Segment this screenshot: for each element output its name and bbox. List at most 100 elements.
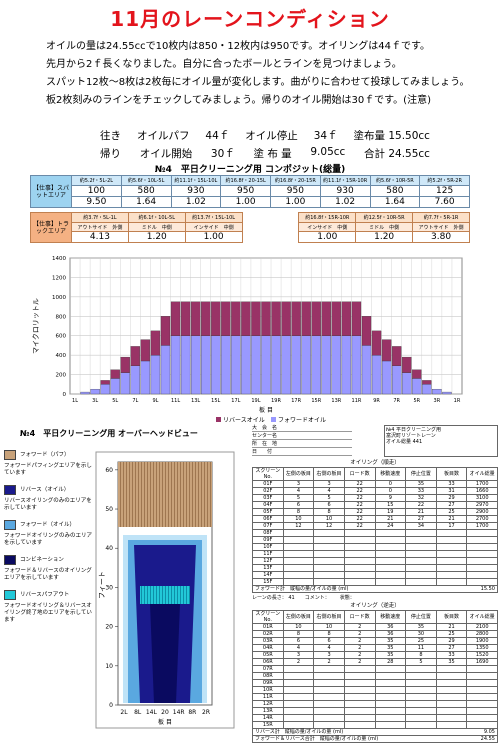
cell (405, 665, 437, 673)
cell (313, 700, 345, 708)
column-header: スクリーン No. (252, 610, 284, 624)
cell (435, 693, 468, 701)
bar (251, 301, 261, 336)
cell (343, 672, 376, 680)
cell (343, 571, 376, 579)
cell: 35 (374, 637, 407, 645)
cell: 8 (282, 508, 315, 516)
cell (343, 707, 376, 715)
table-row: 07F 12 12 22 24 34 17 1700 (252, 522, 498, 530)
cell (282, 707, 315, 715)
cell (282, 714, 315, 722)
cell (435, 529, 468, 537)
total-label: フォワード＆リバース合計 縦幅の量/オイルの量 (ml) (255, 736, 379, 742)
cell: 09F (252, 536, 284, 544)
legend-label: コンビネーション (20, 556, 64, 563)
cell: 04R (252, 644, 284, 652)
cell: 29 (435, 637, 468, 645)
cell (405, 714, 437, 722)
table-row: 4.13 1.20 1.00 1.00 1.20 3.80 (31, 231, 470, 243)
cell (435, 578, 468, 586)
cell: 1900 (466, 637, 498, 645)
record-header: 大 会 名センター名所 在 地日 付 №4 平日クリーニング用 富沢町リゾートレーン… (252, 425, 498, 457)
cell: 27 (435, 501, 468, 509)
cell (374, 721, 407, 729)
x-tick-label: 11R (352, 398, 362, 404)
cell: 22 (343, 487, 376, 495)
bar (291, 301, 301, 336)
cell (343, 550, 376, 558)
cell: 02R (252, 630, 284, 638)
field-label: 大 会 名 (252, 425, 352, 432)
cell (282, 686, 315, 694)
column-header: オイル総量 (466, 467, 498, 481)
cell (405, 536, 437, 544)
cell: 15R (252, 721, 284, 729)
cell: 01R (252, 623, 284, 631)
cell: 02F (252, 487, 284, 495)
legend-desc: フォワードオイリング＆リバースオイリング終了地のエリアを示しています (4, 603, 92, 623)
paragraph: スパット12枚～8枚は2枚毎にオイル量が変化します。曲がりに合わせて投球してみま… (46, 77, 470, 88)
cell: 21 (435, 515, 468, 523)
cell: 1700 (466, 522, 498, 530)
cell: 1520 (466, 651, 498, 659)
bar (190, 301, 201, 336)
overhead-legend: フォワード（パフ） フォワードパフィングエリアを示しています リバース（オイル） リバ… (4, 450, 92, 632)
cell: 25 (435, 508, 468, 516)
setting-item: 44ｆ (205, 130, 230, 142)
cell (313, 536, 345, 544)
cell: 1.00 (270, 196, 321, 208)
cell (466, 571, 498, 579)
cell: 30 (405, 630, 437, 638)
column-header: 停止位置 (405, 610, 437, 624)
cell (282, 536, 315, 544)
x-tick-label: 14L (146, 709, 158, 716)
x-tick-label: 13L (191, 398, 200, 404)
legend-swatch (4, 590, 16, 600)
cell: 36 (374, 630, 407, 638)
bar (201, 301, 211, 336)
cell: 22 (343, 501, 376, 509)
bar (381, 360, 392, 395)
y-tick-label: 400 (56, 353, 67, 359)
setting-line: 往き オイルパフ 44ｆ オイル停止 34ｆ 塗布量 15.50cc (100, 128, 430, 143)
gap (242, 213, 299, 243)
column-header: 約16.8f・20-15R (270, 175, 321, 186)
bar (402, 356, 412, 373)
bar (221, 301, 231, 336)
cell: 33 (435, 480, 468, 488)
section-heading: オイリング（逆走） (350, 603, 400, 609)
y-tick-label: 10 (105, 663, 113, 670)
cell (343, 564, 376, 572)
bar (271, 301, 281, 336)
x-tick-label: 9R (373, 398, 380, 404)
paragraph: 先月から2ｆ長くなりました。自分に合ったボールとラインを見つけましょう。 (46, 59, 402, 70)
column-header: 約5.2f・5R-2R (419, 175, 470, 186)
cell: 約16.8f・15R-10R (298, 212, 357, 223)
cell (313, 564, 345, 572)
cell: 3 (313, 480, 345, 488)
cell: 2970 (466, 501, 498, 509)
field-label: センター名 (252, 433, 352, 440)
cell: 07R (252, 665, 284, 673)
table-row: 03F 5 5 22 9 32 29 3100 (252, 494, 498, 502)
cell (374, 564, 407, 572)
cell: 1690 (466, 658, 498, 666)
cell (313, 672, 345, 680)
cell (282, 672, 315, 680)
cell: 10F (252, 543, 284, 551)
legend-item: フォワード（オイル） フォワードオイリングのみのエリアを示しています (4, 520, 92, 547)
bar (391, 346, 402, 366)
cell: 0 (374, 487, 407, 495)
column-header: 約5.6f・10R-5R (369, 175, 421, 186)
cell: 6 (282, 637, 315, 645)
cell: 2 (343, 623, 376, 631)
cell: 29 (435, 494, 468, 502)
bar (281, 335, 291, 395)
setting-item: 合計 24.55cc (364, 148, 430, 160)
bar (442, 391, 452, 395)
cell: 3 (313, 651, 345, 659)
table-row: 11R (252, 693, 498, 701)
legend-item: コンビネーション フォワード＆リバースのオイリングエリアを示しています (4, 555, 92, 582)
